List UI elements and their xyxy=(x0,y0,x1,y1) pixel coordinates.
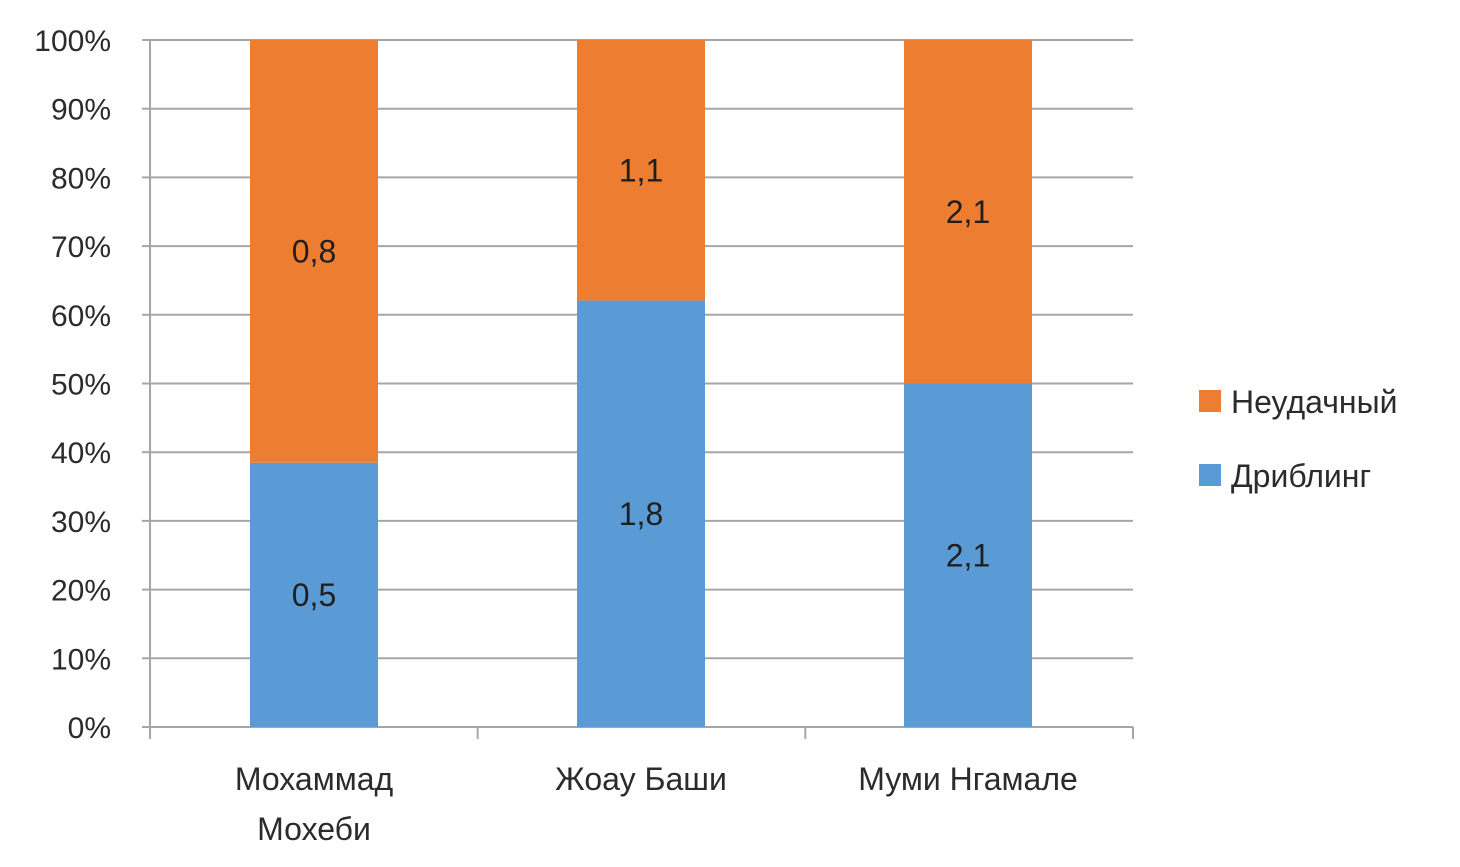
y-tick-label: 30% xyxy=(51,506,111,539)
y-tick-label: 60% xyxy=(51,300,111,333)
y-tick-label: 40% xyxy=(51,437,111,470)
legend-label: Дриблинг xyxy=(1231,458,1371,494)
x-category-label: Мохаммад xyxy=(235,761,394,797)
bar-dribbling-1 xyxy=(577,300,705,727)
data-label: 1,1 xyxy=(619,152,663,188)
data-label: 0,8 xyxy=(292,233,336,269)
x-category-label: Муми Нгамале xyxy=(858,761,1078,797)
bar-dribbling-0 xyxy=(250,462,378,727)
y-tick-label: 100% xyxy=(34,25,111,58)
x-axis: Мохаммад Мохеби Жоау Баши Муми Нгамале xyxy=(235,727,1134,847)
y-tick-label: 50% xyxy=(51,369,111,402)
legend: Неудачный Дриблинг xyxy=(1199,384,1397,494)
legend-label: Неудачный xyxy=(1231,384,1397,420)
data-label: 2,1 xyxy=(946,537,990,573)
y-tick-label: 80% xyxy=(51,162,111,195)
y-tick-label: 10% xyxy=(51,643,111,676)
bar-unsuccessful-0 xyxy=(250,40,378,463)
y-tick-label: 0% xyxy=(68,712,111,745)
data-labels: 0,5 0,8 1,8 1,1 2,1 2,1 xyxy=(292,152,990,613)
y-tick-label: 70% xyxy=(51,231,111,264)
y-axis: 0% 10% 20% 30% 40% 50% 60% 70% 80% 90% 100% xyxy=(34,25,151,745)
x-category-label: Мохеби xyxy=(257,811,371,847)
bars xyxy=(250,40,1032,727)
x-category-label: Жоау Баши xyxy=(555,761,727,797)
legend-swatch xyxy=(1199,464,1221,486)
legend-swatch xyxy=(1199,390,1221,412)
y-tick-label: 90% xyxy=(51,94,111,127)
y-tick-label: 20% xyxy=(51,575,111,608)
bar-unsuccessful-2 xyxy=(904,40,1032,384)
data-label: 1,8 xyxy=(619,496,663,532)
bar-dribbling-2 xyxy=(904,383,1032,727)
data-label: 0,5 xyxy=(292,577,336,613)
data-label: 2,1 xyxy=(946,194,990,230)
bar-unsuccessful-1 xyxy=(577,40,705,301)
